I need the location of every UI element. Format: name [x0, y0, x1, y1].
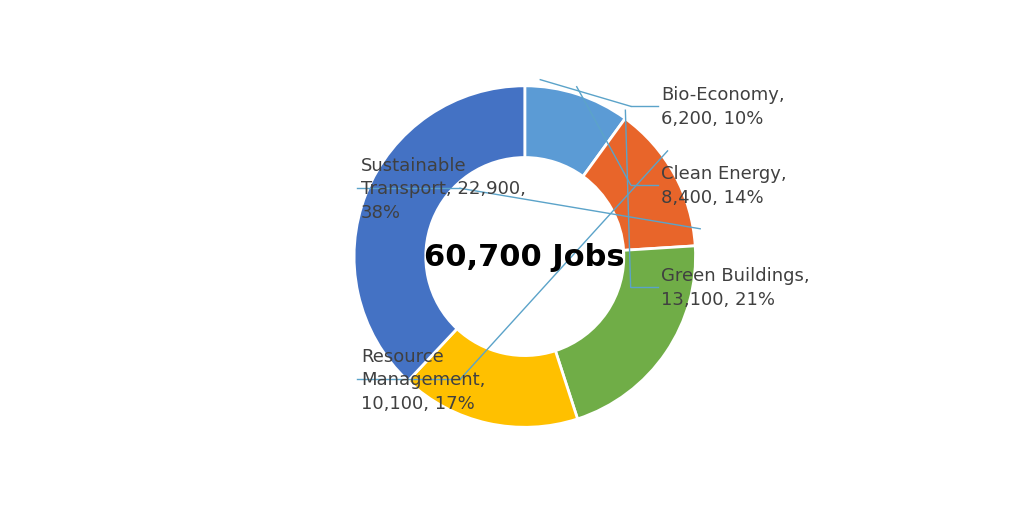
Wedge shape: [408, 329, 578, 428]
Text: Sustainable
Transport, 22,900,
38%: Sustainable Transport, 22,900, 38%: [360, 156, 525, 221]
Text: 60,700 Jobs: 60,700 Jobs: [425, 243, 625, 271]
Wedge shape: [555, 246, 695, 419]
Wedge shape: [583, 119, 695, 251]
Text: Bio-Economy,
6,200, 10%: Bio-Economy, 6,200, 10%: [662, 87, 785, 128]
Text: Clean Energy,
8,400, 14%: Clean Energy, 8,400, 14%: [662, 165, 787, 206]
Text: Resource
Management,
10,100, 17%: Resource Management, 10,100, 17%: [360, 347, 485, 412]
Wedge shape: [354, 87, 525, 381]
Text: Green Buildings,
13,100, 21%: Green Buildings, 13,100, 21%: [662, 267, 810, 308]
Wedge shape: [524, 87, 626, 177]
